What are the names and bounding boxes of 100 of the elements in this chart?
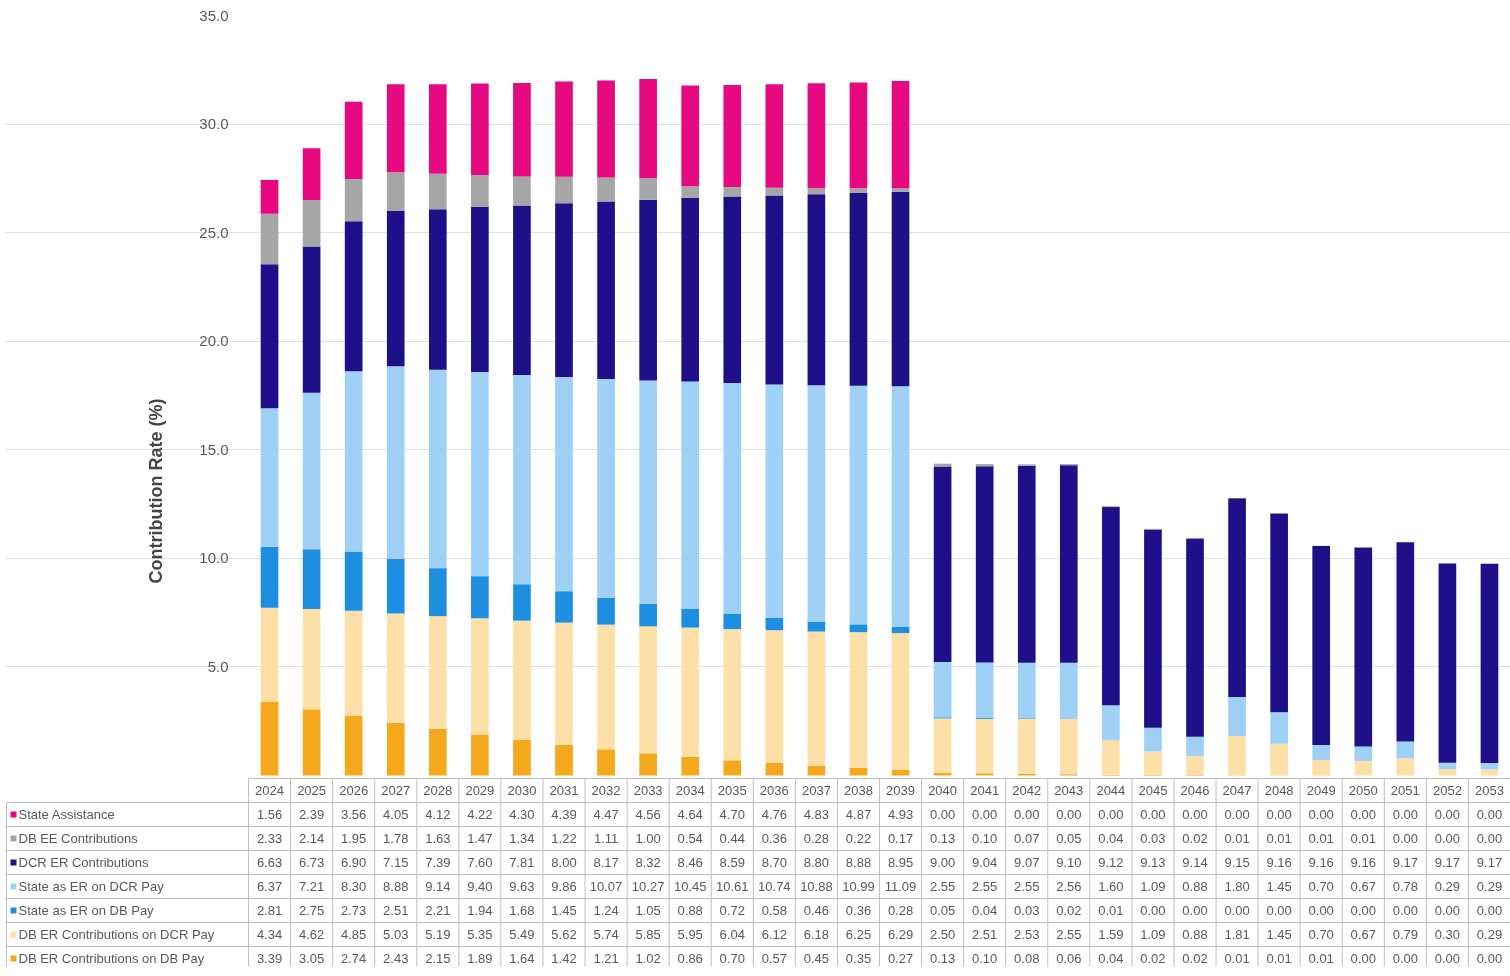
bar [933, 466, 952, 662]
x-tick-label: 2028 [423, 783, 453, 798]
bar [681, 627, 700, 757]
bar [1017, 662, 1036, 719]
bar [1396, 758, 1415, 776]
bar [471, 175, 489, 208]
data-label: 2.51 [972, 927, 998, 942]
data-label: 0.02 [1056, 903, 1082, 918]
bar [849, 632, 868, 768]
x-tick-label: 2053 [1475, 783, 1504, 798]
data-label: 1.00 [635, 831, 661, 846]
data-label: 0.78 [1392, 879, 1418, 894]
bar [975, 464, 994, 467]
data-label: 1.95 [341, 831, 367, 846]
x-tick-label: 2039 [886, 783, 915, 798]
data-label: 6.73 [298, 855, 325, 870]
bar [765, 195, 784, 385]
data-label: 0.54 [677, 831, 703, 846]
bar [807, 188, 826, 195]
x-tick-label: 2038 [844, 783, 873, 798]
data-label: 9.86 [551, 879, 577, 894]
data-label: 1.09 [1140, 879, 1166, 894]
bar [849, 192, 868, 386]
x-tick-label: 2031 [549, 783, 579, 798]
data-label: 0.86 [677, 951, 703, 966]
bar [849, 767, 868, 776]
data-label: 8.46 [677, 855, 703, 870]
y-tick-label: 15.0 [199, 440, 229, 458]
data-label: 0.05 [929, 903, 956, 918]
data-label: 1.05 [635, 903, 661, 918]
bar [1059, 718, 1078, 775]
data-label: 4.87 [845, 807, 872, 822]
x-tick-label: 2043 [1054, 783, 1084, 798]
x-tick-label: 2040 [928, 783, 958, 798]
bar [933, 463, 952, 467]
data-label: 0.44 [719, 831, 745, 846]
data-label: 9.14 [1182, 855, 1208, 870]
bar [1059, 465, 1078, 663]
legend-label: DB ER Contributions on DCR Pay [18, 927, 215, 942]
bar [555, 176, 573, 204]
data-label: 4.70 [719, 807, 745, 822]
data-label: 0.58 [761, 903, 787, 918]
x-tick-label: 2033 [633, 783, 663, 798]
data-label: 0.00 [972, 807, 998, 822]
bar [1480, 563, 1499, 763]
bar [849, 624, 868, 633]
data-label: 0.29 [1434, 879, 1461, 894]
legend-label: DB EE Contributions [18, 831, 139, 846]
bar [428, 728, 447, 776]
bar [1102, 705, 1120, 740]
data-label: 0.70 [1308, 879, 1334, 894]
x-tick-label: 2044 [1096, 783, 1126, 798]
data-label: 0.00 [1350, 903, 1376, 918]
bar [471, 372, 489, 577]
x-tick-label: 2025 [297, 783, 327, 798]
data-label: 0.00 [1476, 807, 1503, 822]
bar [302, 709, 321, 776]
bar [891, 386, 910, 627]
bar [891, 769, 910, 776]
data-label: 2.43 [383, 951, 409, 966]
data-label: 5.03 [383, 927, 409, 942]
bar [765, 763, 784, 776]
data-label: 1.02 [635, 951, 661, 966]
data-label: 7.39 [425, 855, 451, 870]
bar [681, 85, 700, 187]
y-axis-title: Contribution Rate (%) [146, 398, 167, 584]
data-label: 2.74 [341, 951, 367, 966]
bar [428, 84, 447, 174]
data-label: 0.00 [1392, 903, 1418, 918]
bar [597, 177, 615, 202]
data-label: 10.99 [842, 879, 875, 894]
bar [849, 82, 868, 189]
bar [975, 466, 994, 663]
bar [597, 624, 615, 750]
data-label: 6.90 [341, 855, 367, 870]
data-label: 0.17 [887, 831, 914, 846]
data-label: 1.47 [467, 831, 493, 846]
legend-label: DCR ER Contributions [18, 855, 150, 870]
bar [1312, 760, 1331, 776]
x-tick-label: 2052 [1432, 783, 1462, 798]
bar [555, 622, 573, 745]
data-label: 4.12 [425, 807, 451, 822]
bar [1312, 744, 1331, 761]
data-label: 8.95 [887, 855, 914, 870]
bar [302, 200, 321, 247]
data-label: 1.59 [1098, 927, 1124, 942]
data-label: 1.81 [1224, 927, 1250, 942]
x-tick-label: 2032 [591, 783, 621, 798]
data-label: 1.60 [1098, 879, 1124, 894]
bar [597, 597, 615, 625]
x-tick-label: 2024 [255, 783, 284, 798]
bar [1354, 746, 1373, 761]
bar [260, 607, 279, 702]
data-label: 7.15 [383, 855, 409, 870]
bar [344, 371, 363, 552]
data-label: 5.49 [509, 927, 535, 942]
data-label: 1.24 [593, 903, 619, 918]
legend-label: State as ER on DB Pay [18, 903, 155, 918]
x-tick-label: 2046 [1180, 783, 1210, 798]
data-label: 2.50 [929, 927, 956, 942]
